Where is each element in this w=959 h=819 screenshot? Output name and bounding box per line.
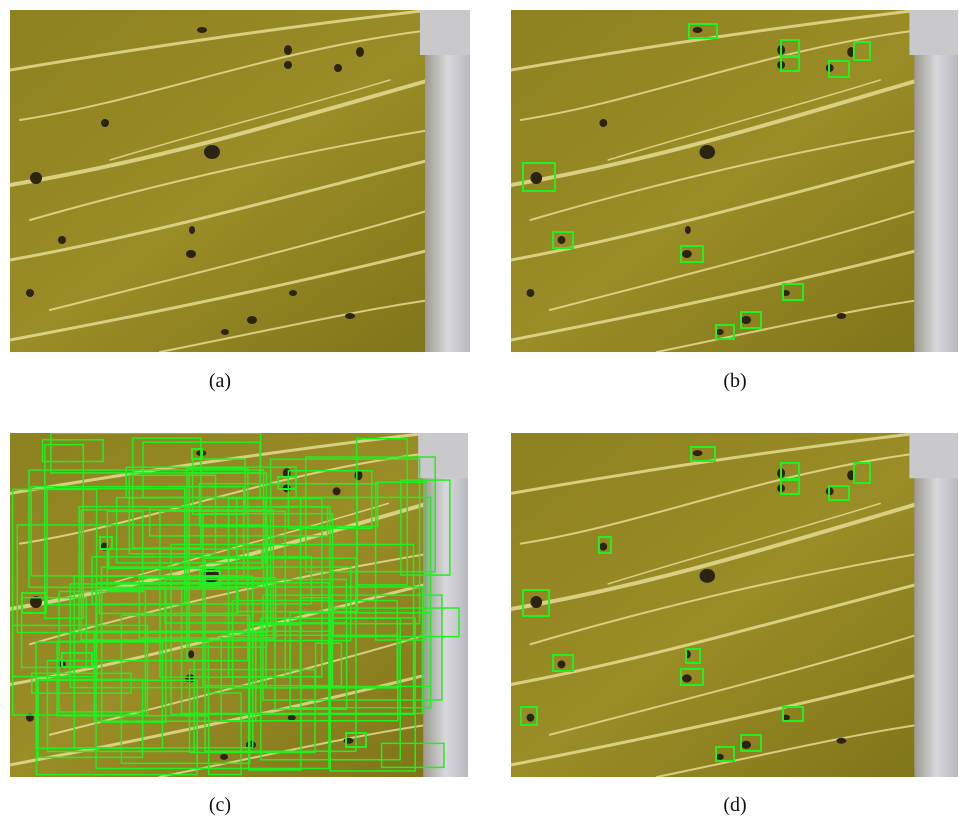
- caption: (b): [685, 370, 785, 393]
- caption: (d): [685, 794, 785, 817]
- caption: (c): [170, 794, 270, 817]
- image-b: [511, 10, 958, 352]
- image-a: [10, 10, 470, 352]
- image-c: [10, 433, 468, 777]
- figure: (a) (b) (c) (d): [0, 0, 959, 819]
- image-d: [511, 433, 958, 777]
- caption: (a): [170, 370, 270, 393]
